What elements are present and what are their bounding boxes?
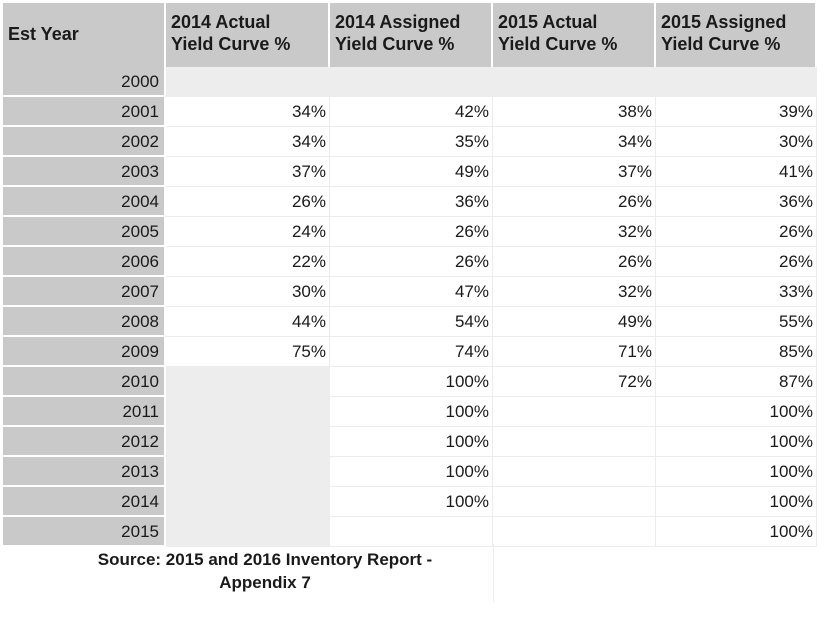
header-2014-assigned: 2014 Assigned Yield Curve % xyxy=(330,3,493,67)
header-2014-actual-line2: Yield Curve % xyxy=(171,34,291,54)
year-cell-2002: 2002 xyxy=(3,127,166,157)
header-2015-assigned-line1: 2015 Assigned xyxy=(661,12,787,32)
cell-2008-2015-assigned: 55% xyxy=(656,307,817,337)
source-note: Source: 2015 and 2016 Inventory Report -… xyxy=(40,548,490,594)
cell-2015-2015-actual xyxy=(493,517,656,547)
cell-2006-2014-assigned: 26% xyxy=(330,247,493,277)
cell-2011-2014-actual xyxy=(166,397,330,427)
cell-2005-2014-assigned: 26% xyxy=(330,217,493,247)
cell-2003-2014-actual: 37% xyxy=(166,157,330,187)
cell-2015-2015-assigned: 100% xyxy=(656,517,817,547)
cell-2009-2015-assigned: 85% xyxy=(656,337,817,367)
header-2014-actual: 2014 Actual Yield Curve % xyxy=(166,3,330,67)
cell-2006-2014-actual: 22% xyxy=(166,247,330,277)
cell-2005-2014-actual: 24% xyxy=(166,217,330,247)
cell-2012-2015-actual xyxy=(493,427,656,457)
header-2015-assigned-line2: Yield Curve % xyxy=(661,34,781,54)
cell-2000-2014-assigned xyxy=(330,67,493,97)
cell-2013-2015-assigned: 100% xyxy=(656,457,817,487)
cell-2004-2015-actual: 26% xyxy=(493,187,656,217)
cell-2014-2014-actual xyxy=(166,487,330,517)
cell-2014-2015-actual xyxy=(493,487,656,517)
cell-2003-2015-assigned: 41% xyxy=(656,157,817,187)
cell-2000-2014-actual xyxy=(166,67,330,97)
cell-2007-2015-actual: 32% xyxy=(493,277,656,307)
cell-2002-2014-actual: 34% xyxy=(166,127,330,157)
cell-2009-2014-assigned: 74% xyxy=(330,337,493,367)
cell-2007-2014-actual: 30% xyxy=(166,277,330,307)
header-2015-assigned: 2015 Assigned Yield Curve % xyxy=(656,3,817,67)
header-est-year: Est Year xyxy=(3,3,166,67)
header-2014-assigned-line2: Yield Curve % xyxy=(335,34,455,54)
header-2015-actual: 2015 Actual Yield Curve % xyxy=(493,3,656,67)
cell-2003-2015-actual: 37% xyxy=(493,157,656,187)
source-note-line1: Source: 2015 and 2016 Inventory Report - xyxy=(97,550,433,569)
cell-2002-2015-assigned: 30% xyxy=(656,127,817,157)
year-cell-2011: 2011 xyxy=(3,397,166,427)
cell-2001-2015-actual: 38% xyxy=(493,97,656,127)
column-divider xyxy=(493,544,494,602)
year-cell-2009: 2009 xyxy=(3,337,166,367)
cell-2009-2014-actual: 75% xyxy=(166,337,330,367)
cell-2001-2015-assigned: 39% xyxy=(656,97,817,127)
year-cell-2015: 2015 xyxy=(3,517,166,547)
cell-2011-2015-assigned: 100% xyxy=(656,397,817,427)
cell-2015-2014-assigned xyxy=(330,517,493,547)
cell-2007-2014-assigned: 47% xyxy=(330,277,493,307)
cell-2005-2015-actual: 32% xyxy=(493,217,656,247)
cell-2000-2015-assigned xyxy=(656,67,817,97)
cell-2000-2015-actual xyxy=(493,67,656,97)
cell-2012-2014-assigned: 100% xyxy=(330,427,493,457)
header-2014-assigned-line1: 2014 Assigned xyxy=(335,12,461,32)
cell-2012-2015-assigned: 100% xyxy=(656,427,817,457)
cell-2013-2014-actual xyxy=(166,457,330,487)
cell-2002-2015-actual: 34% xyxy=(493,127,656,157)
cell-2008-2014-actual: 44% xyxy=(166,307,330,337)
cell-2011-2015-actual xyxy=(493,397,656,427)
year-cell-2014: 2014 xyxy=(3,487,166,517)
cell-2004-2014-actual: 26% xyxy=(166,187,330,217)
cell-2013-2014-assigned: 100% xyxy=(330,457,493,487)
year-cell-2004: 2004 xyxy=(3,187,166,217)
cell-2010-2014-actual xyxy=(166,367,330,397)
cell-2002-2014-assigned: 35% xyxy=(330,127,493,157)
cell-2006-2015-assigned: 26% xyxy=(656,247,817,277)
source-note-line2: Appendix 7 xyxy=(219,573,311,592)
cell-2010-2014-assigned: 100% xyxy=(330,367,493,397)
year-cell-2010: 2010 xyxy=(3,367,166,397)
year-cell-2013: 2013 xyxy=(3,457,166,487)
cell-2008-2014-assigned: 54% xyxy=(330,307,493,337)
year-cell-2008: 2008 xyxy=(3,307,166,337)
cell-2015-2014-actual xyxy=(166,517,330,547)
cell-2007-2015-assigned: 33% xyxy=(656,277,817,307)
year-cell-2006: 2006 xyxy=(3,247,166,277)
cell-2001-2014-actual: 34% xyxy=(166,97,330,127)
cell-2013-2015-actual xyxy=(493,457,656,487)
year-cell-2005: 2005 xyxy=(3,217,166,247)
cell-2008-2015-actual: 49% xyxy=(493,307,656,337)
cell-2006-2015-actual: 26% xyxy=(493,247,656,277)
cell-2012-2014-actual xyxy=(166,427,330,457)
yield-curve-table: Est Year 2014 Actual Yield Curve % 2014 … xyxy=(3,3,817,547)
header-2015-actual-line2: Yield Curve % xyxy=(498,34,618,54)
year-cell-2000: 2000 xyxy=(3,67,166,97)
cell-2003-2014-assigned: 49% xyxy=(330,157,493,187)
year-cell-2012: 2012 xyxy=(3,427,166,457)
header-2014-actual-line1: 2014 Actual xyxy=(171,12,271,32)
cell-2004-2014-assigned: 36% xyxy=(330,187,493,217)
cell-2010-2015-actual: 72% xyxy=(493,367,656,397)
year-cell-2007: 2007 xyxy=(3,277,166,307)
cell-2004-2015-assigned: 36% xyxy=(656,187,817,217)
year-cell-2003: 2003 xyxy=(3,157,166,187)
cell-2009-2015-actual: 71% xyxy=(493,337,656,367)
cell-2014-2014-assigned: 100% xyxy=(330,487,493,517)
header-2015-actual-line1: 2015 Actual xyxy=(498,12,598,32)
cell-2010-2015-assigned: 87% xyxy=(656,367,817,397)
cell-2011-2014-assigned: 100% xyxy=(330,397,493,427)
cell-2005-2015-assigned: 26% xyxy=(656,217,817,247)
year-cell-2001: 2001 xyxy=(3,97,166,127)
cell-2014-2015-assigned: 100% xyxy=(656,487,817,517)
cell-2001-2014-assigned: 42% xyxy=(330,97,493,127)
